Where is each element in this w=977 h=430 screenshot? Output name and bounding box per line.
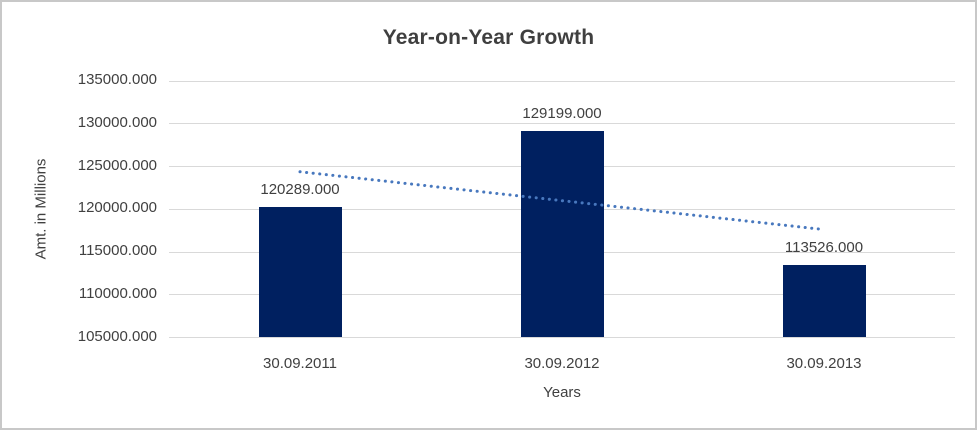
- gridline: [169, 80, 955, 82]
- y-axis-tick-label: 115000.000: [78, 242, 157, 259]
- y-axis-tick-label: 120000.000: [77, 199, 157, 217]
- data-label: 120289.000: [260, 180, 340, 198]
- gridline: [169, 337, 955, 338]
- bar-30.09.2011: [258, 206, 342, 338]
- bar-30.09.2013: [782, 264, 866, 338]
- plot-area: 120289.000 30.09.2011 129199.000 30.09.2012…: [169, 80, 955, 372]
- y-axis-tick-label: 105000.000: [77, 327, 157, 345]
- y-axis-tick-label: 125000.000: [77, 156, 157, 174]
- chart-title: Year-on-Year Growth: [382, 26, 595, 49]
- y-axis-tick-label: 135000.000: [77, 71, 157, 88]
- bar-30.09.2012: [520, 130, 604, 338]
- y-axis-tick-label: 110000.000: [78, 284, 157, 302]
- x-axis-tick-label: 30.09.2012: [524, 354, 600, 372]
- data-label: 113526.000: [784, 238, 864, 256]
- x-axis-tick-label: 30.09.2013: [786, 354, 862, 372]
- y-axis-tick-label: 130000.000: [77, 113, 157, 131]
- x-axis-title: Years: [543, 384, 581, 401]
- gridline: [169, 123, 955, 125]
- data-label: 129199.000: [522, 104, 602, 122]
- x-axis-tick-label: 30.09.2011: [263, 354, 337, 372]
